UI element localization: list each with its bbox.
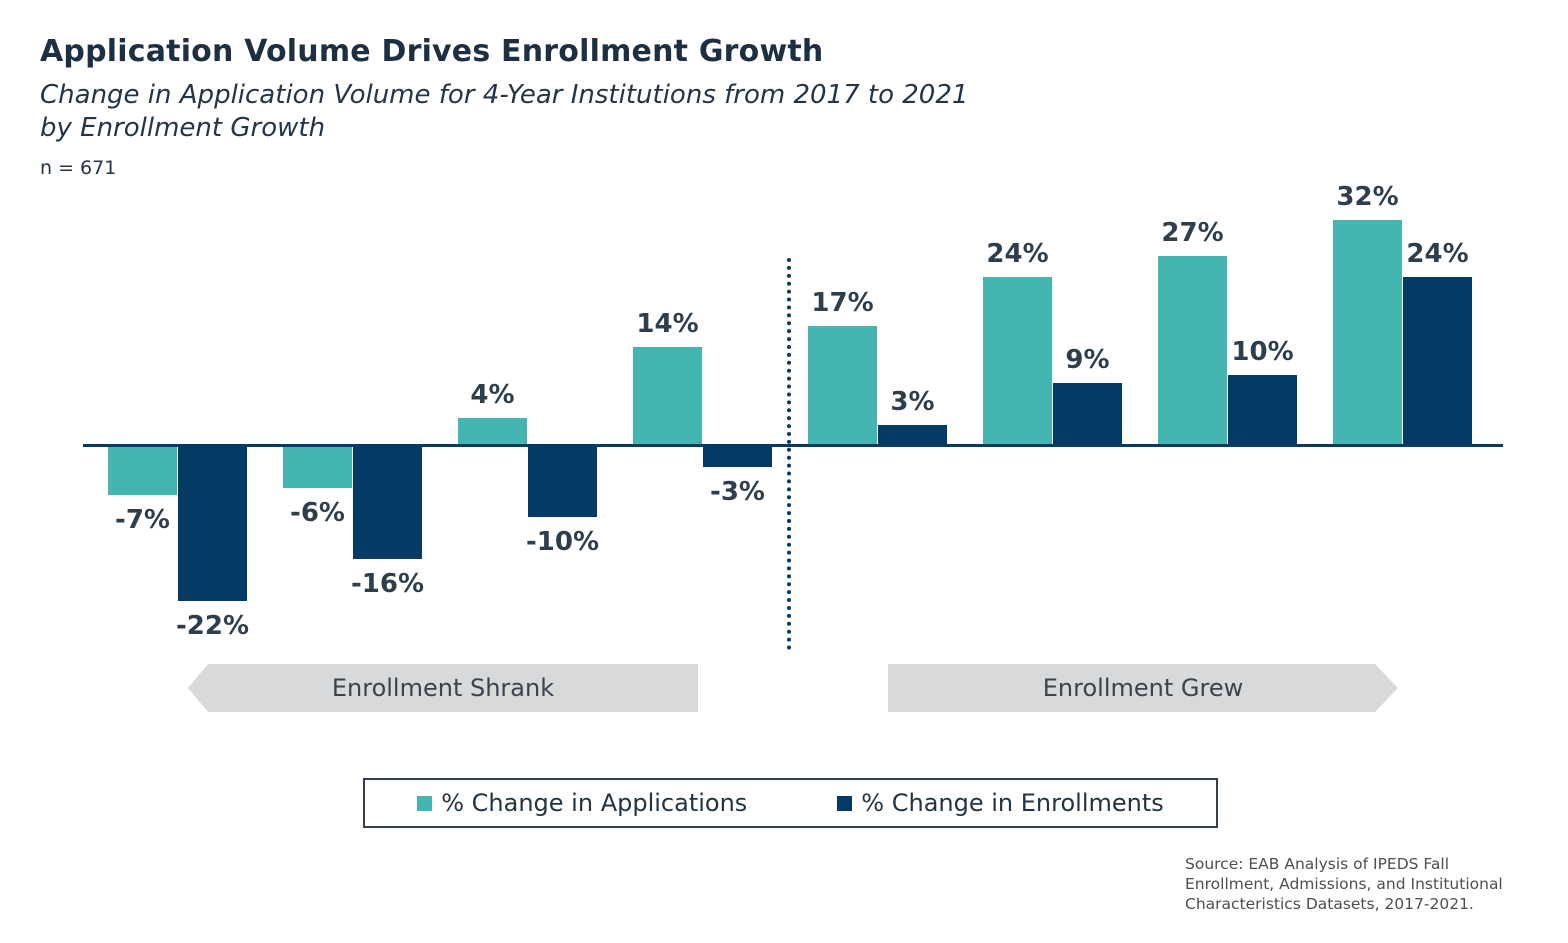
bar-applications-group-1 [108, 446, 177, 495]
bar-applications-group-6 [983, 277, 1052, 446]
chart-subtitle-line-2: by Enrollment Growth [40, 113, 326, 143]
bar-value-label-enrollments-group-5: 3% [890, 387, 935, 417]
legend-label-enrollments: % Change in Enrollments [861, 789, 1164, 817]
bar-applications-group-3 [458, 418, 527, 446]
banner-enrollment-shrank-label: Enrollment Shrank [331, 674, 555, 702]
bar-applications-group-2 [283, 446, 352, 488]
sample-size: n = 671 [40, 157, 117, 179]
banner-enrollment-shrank: Enrollment Shrank [188, 664, 698, 712]
bar-value-label-applications-group-8: 32% [1336, 182, 1399, 212]
legend-item-applications: % Change in Applications [417, 789, 747, 817]
bar-applications-group-8 [1333, 220, 1402, 446]
bar-enrollments-group-7 [1228, 375, 1297, 446]
applications-swatch-icon [417, 795, 433, 811]
bar-value-label-enrollments-group-1: -22% [175, 611, 250, 641]
legend-label-applications: % Change in Applications [441, 789, 748, 817]
bar-enrollments-group-6 [1053, 383, 1122, 446]
source-note: Source: EAB Analysis of IPEDS Fall Enrol… [1185, 854, 1530, 914]
source-line-1: Source: EAB Analysis of IPEDS Fall [1185, 855, 1450, 873]
bar-value-label-enrollments-group-4: -3% [710, 477, 765, 507]
bar-applications-group-4 [633, 347, 702, 446]
bar-value-label-enrollments-group-3: -10% [525, 527, 600, 557]
banner-enrollment-grew-label: Enrollment Grew [1042, 674, 1244, 702]
enrollments-swatch-icon [837, 795, 853, 811]
source-line-2: Enrollment, Admissions, and Institutiona… [1185, 875, 1503, 893]
bar-value-label-enrollments-group-6: 9% [1065, 345, 1110, 375]
bar-value-label-applications-group-7: 27% [1161, 218, 1224, 248]
section-divider-dotted-line [787, 258, 791, 650]
chart-subtitle: Change in Application Volume for 4-Year … [40, 79, 968, 145]
bar-value-label-applications-group-6: 24% [986, 239, 1049, 269]
bar-enrollments-group-3 [528, 446, 597, 517]
source-line-3: Characteristics Datasets, 2017-2021. [1185, 895, 1474, 913]
bar-value-label-applications-group-4: 14% [636, 309, 699, 339]
bar-value-label-enrollments-group-7: 10% [1231, 337, 1294, 367]
bar-enrollments-group-2 [353, 446, 422, 559]
bar-applications-group-5 [808, 326, 877, 446]
legend: % Change in Applications % Change in Enr… [363, 778, 1218, 828]
bar-value-label-enrollments-group-8: 24% [1406, 239, 1469, 269]
bar-enrollments-group-5 [878, 425, 947, 446]
bar-enrollments-group-4 [703, 446, 772, 467]
bar-value-label-applications-group-1: -7% [115, 505, 170, 535]
x-axis-line [83, 444, 1503, 447]
bar-applications-group-7 [1158, 256, 1227, 446]
bar-value-label-applications-group-5: 17% [811, 288, 874, 318]
bar-value-label-enrollments-group-2: -16% [350, 569, 425, 599]
chart-header: Application Volume Drives Enrollment Gro… [40, 34, 968, 179]
chart-subtitle-line-1: Change in Application Volume for 4-Year … [40, 80, 969, 110]
legend-item-enrollments: % Change in Enrollments [837, 789, 1164, 817]
chart-title: Application Volume Drives Enrollment Gro… [40, 34, 824, 69]
bar-value-label-applications-group-2: -6% [290, 498, 345, 528]
bar-enrollments-group-8 [1403, 277, 1472, 446]
bar-value-label-applications-group-3: 4% [470, 380, 515, 410]
banner-enrollment-grew: Enrollment Grew [888, 664, 1398, 712]
bar-enrollments-group-1 [178, 446, 247, 601]
